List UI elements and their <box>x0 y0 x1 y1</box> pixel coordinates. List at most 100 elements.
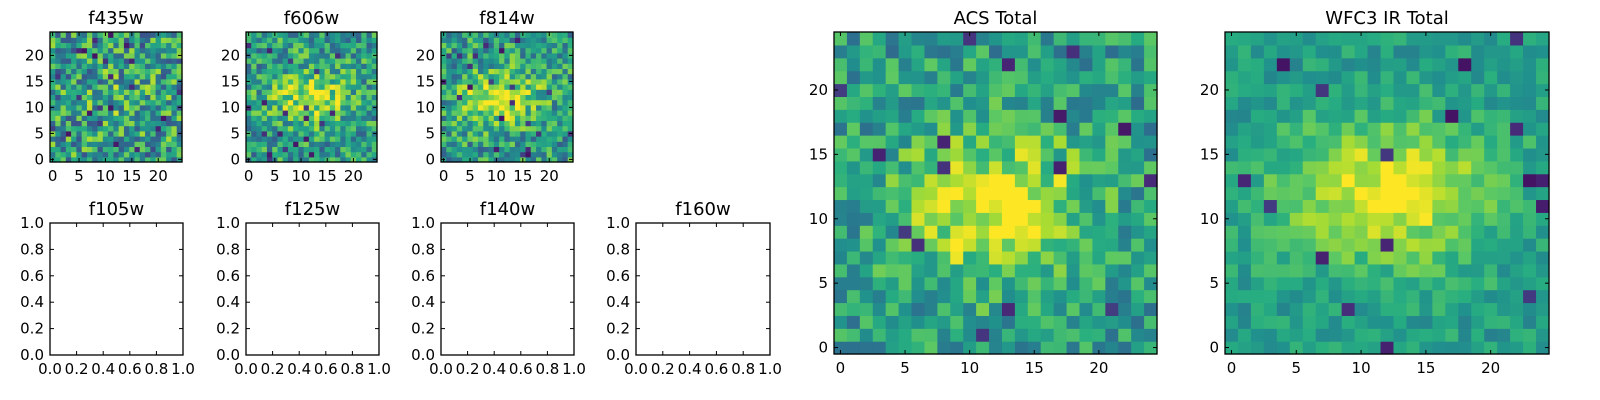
heatmap-cell <box>139 115 146 121</box>
heatmap-cell <box>1105 315 1119 329</box>
heatmap-cell <box>1315 32 1330 46</box>
heatmap-cell <box>171 37 178 43</box>
heatmap-cell <box>1341 96 1356 110</box>
heatmap-cell <box>71 110 77 116</box>
heatmap-cell <box>81 130 88 137</box>
heatmap-cell <box>251 84 258 90</box>
heatmap-cell <box>462 151 468 158</box>
heatmap-cell <box>1445 122 1459 136</box>
heatmap-cell <box>118 63 125 69</box>
heatmap-cell <box>859 289 874 304</box>
y-tick-label: 0.4 <box>216 293 240 311</box>
heatmap-cell <box>456 89 463 95</box>
heatmap-cell <box>308 104 315 111</box>
heatmap-cell <box>1419 225 1433 239</box>
heatmap-cell <box>81 58 88 64</box>
heatmap-cell <box>1118 302 1132 316</box>
heatmap-cell <box>898 341 913 355</box>
heatmap-cell <box>1276 109 1291 123</box>
heatmap-cell <box>1302 70 1317 85</box>
heatmap-cell <box>1523 225 1537 239</box>
heatmap-cell <box>1250 44 1265 59</box>
heatmap-cell <box>441 42 447 49</box>
heatmap-cell <box>1302 276 1317 291</box>
heatmap-cell <box>282 151 289 158</box>
heatmap-cell <box>65 115 72 121</box>
heatmap-cell <box>846 173 861 188</box>
heatmap-cell <box>520 115 527 121</box>
heatmap-cell <box>1315 250 1330 265</box>
heatmap-cell <box>113 94 120 101</box>
heatmap-cell <box>1458 147 1472 162</box>
heatmap-cell <box>950 83 964 97</box>
heatmap-cell <box>451 141 458 147</box>
heatmap-cell <box>477 136 484 142</box>
heatmap-cell <box>102 78 109 85</box>
heatmap-cell <box>176 89 183 95</box>
heatmap-cell <box>1445 238 1459 252</box>
heatmap-cell <box>314 63 320 69</box>
heatmap-cell <box>139 47 146 54</box>
heatmap-cell <box>251 151 258 158</box>
heatmap-cell <box>546 47 553 54</box>
heatmap-cell <box>1445 263 1459 278</box>
heatmap-cell <box>329 84 336 90</box>
heatmap-cell <box>1341 186 1356 201</box>
heatmap-cell <box>963 341 977 355</box>
heatmap-cell <box>1079 147 1093 162</box>
heatmap-cell <box>885 147 900 162</box>
heatmap-cell <box>1225 341 1239 355</box>
heatmap-cell <box>366 89 373 95</box>
heatmap-cell <box>846 276 861 291</box>
heatmap-cell <box>1393 212 1408 226</box>
heatmap-cell <box>472 110 479 116</box>
heatmap-cell <box>1341 173 1356 188</box>
heatmap-cell <box>1432 212 1446 226</box>
heatmap-cell <box>937 135 951 149</box>
heatmap-cell <box>251 89 258 95</box>
heatmap-cell <box>335 156 341 163</box>
heatmap-cell <box>171 120 178 127</box>
heatmap-cell <box>261 94 268 101</box>
heatmap-cell <box>1092 122 1106 136</box>
heatmap-cell <box>1367 109 1382 123</box>
heatmap-cell <box>303 73 310 80</box>
heatmap-cell <box>483 136 490 142</box>
heatmap-cell <box>350 120 357 127</box>
heatmap-cell <box>1144 147 1158 162</box>
heatmap-cell <box>329 146 336 153</box>
heatmap-cell <box>1053 83 1068 97</box>
heatmap-cell <box>60 141 67 147</box>
heatmap-cell <box>467 136 474 142</box>
heatmap-cell <box>441 68 447 75</box>
heatmap-cell <box>1225 32 1239 46</box>
heatmap-cell <box>298 151 305 158</box>
heatmap-cell <box>937 70 951 85</box>
heatmap-cell <box>1276 96 1291 110</box>
heatmap-cell <box>1380 276 1395 291</box>
heatmap-cell <box>256 99 263 106</box>
heatmap-cell <box>1354 122 1369 136</box>
heatmap-cell <box>118 130 125 137</box>
heatmap-cell <box>1328 109 1343 123</box>
heatmap-cell <box>1105 147 1119 162</box>
heatmap-cell <box>335 104 341 111</box>
heatmap-cell <box>467 94 474 101</box>
heatmap-cell <box>102 94 109 101</box>
heatmap-cell <box>314 78 320 85</box>
heatmap-cell <box>266 89 273 95</box>
heatmap-cell <box>859 328 874 342</box>
heatmap-cell <box>251 94 258 101</box>
heatmap-cell <box>134 125 141 132</box>
heatmap-cell <box>1001 212 1016 226</box>
heatmap-cell <box>345 110 352 116</box>
heatmap-cell <box>1263 186 1278 201</box>
heatmap-cell <box>1263 135 1278 149</box>
heatmap-cell <box>176 47 183 54</box>
heatmap-cell <box>176 120 183 127</box>
heatmap-cell <box>246 125 252 132</box>
heatmap-cell <box>834 263 848 278</box>
heatmap-cell <box>477 58 484 64</box>
heatmap-cell <box>314 146 320 153</box>
